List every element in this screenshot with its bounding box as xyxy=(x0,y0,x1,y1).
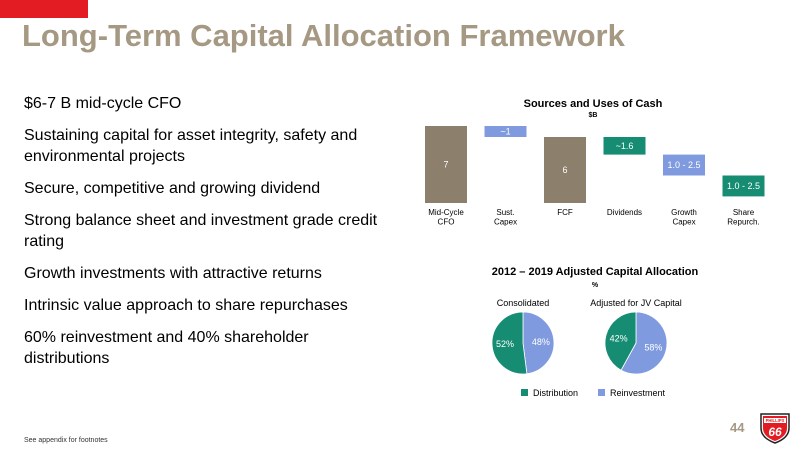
phillips66-logo: PHILLIPS 66 xyxy=(760,413,790,444)
bullet-item: Secure, competitive and growing dividend xyxy=(24,180,321,197)
waterfall-bar xyxy=(484,126,527,137)
pie-slice xyxy=(604,311,637,371)
waterfall-category-label: Capex xyxy=(672,218,695,227)
waterfall-subtitle: $B xyxy=(589,112,598,119)
waterfall-category-label: Share xyxy=(733,208,755,217)
waterfall-category-label: Dividends xyxy=(607,208,642,217)
pie-slice xyxy=(620,311,668,375)
waterfall-title: Sources and Uses of Cash xyxy=(524,98,663,110)
waterfall-bar-label: 7 xyxy=(443,160,448,170)
pie-title: Adjusted for JV Capital xyxy=(590,298,682,308)
bullet-item: 60% reinvestment and 40% shareholder dis… xyxy=(24,329,309,367)
bullet-item: Intrinsic value approach to share repurc… xyxy=(24,297,348,314)
pie-slice-label: 42% xyxy=(610,334,628,344)
waterfall-category-label: FCF xyxy=(557,208,573,217)
bullet-list: $6-7 B mid-cycle CFO Sustaining capital … xyxy=(24,93,394,380)
legend-label: Reinvestment xyxy=(610,388,666,398)
waterfall-bar-label: 6 xyxy=(562,165,567,175)
legend-swatch xyxy=(521,389,528,396)
pie-title: Consolidated xyxy=(497,298,550,308)
bullet-item: Strong balance sheet and investment grad… xyxy=(24,212,378,250)
waterfall-category-label: Repurch. xyxy=(727,218,759,227)
pie-slice xyxy=(522,311,555,375)
footnote: See appendix for footnotes xyxy=(24,437,108,444)
waterfall-bar-label: 1.0 - 2.5 xyxy=(727,181,760,191)
logo-text-line1: PHILLIPS xyxy=(766,418,785,423)
pie-section-subtitle: % xyxy=(592,282,599,289)
waterfall-bar xyxy=(663,154,705,176)
bullet-item: Growth investments with attractive retur… xyxy=(24,265,322,282)
waterfall-bar-label: ~1.6 xyxy=(616,141,634,151)
waterfall-bar xyxy=(603,137,646,155)
waterfall-bar xyxy=(425,126,467,203)
brand-accent-bar xyxy=(0,0,88,18)
page-title: Long-Term Capital Allocation Framework xyxy=(22,18,625,53)
waterfall-bar-label: 1.0 - 2.5 xyxy=(667,160,700,170)
bullet-item: Sustaining capital for asset integrity, … xyxy=(24,127,358,165)
legend-label: Distribution xyxy=(533,388,578,398)
pie-section-title: 2012 – 2019 Adjusted Capital Allocation xyxy=(492,266,699,278)
waterfall-bar xyxy=(544,137,586,203)
pie-slice-label: 48% xyxy=(532,337,550,347)
waterfall-bar-label: ~1 xyxy=(500,127,510,137)
legend-swatch xyxy=(598,389,605,396)
page-number: 44 xyxy=(730,420,745,435)
waterfall-category-label: Capex xyxy=(494,218,517,227)
pie-slice-label: 52% xyxy=(496,339,514,349)
waterfall-category-label: Growth xyxy=(671,208,697,217)
waterfall-category-label: CFO xyxy=(438,218,455,227)
logo-text-line2: 66 xyxy=(768,425,782,439)
bullet-item: $6-7 B mid-cycle CFO xyxy=(24,95,182,112)
waterfall-bar xyxy=(722,175,765,197)
pie-slice xyxy=(491,311,528,375)
waterfall-category-label: Mid-Cycle xyxy=(428,208,464,217)
pie-slice-label: 58% xyxy=(644,342,662,352)
waterfall-category-label: Sust. xyxy=(496,208,514,217)
